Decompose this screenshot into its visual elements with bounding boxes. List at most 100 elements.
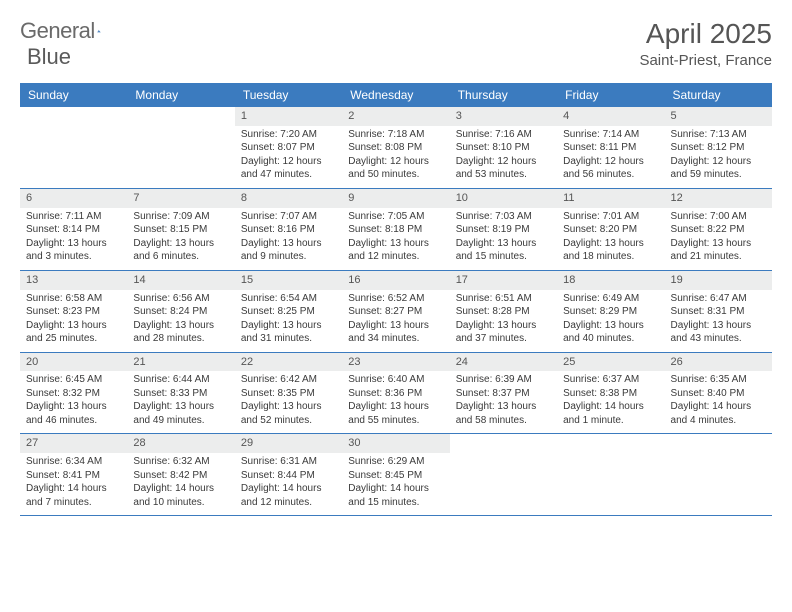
daylight-line: Daylight: 14 hours and 1 minute.	[563, 400, 658, 427]
sunset-line: Sunset: 8:16 PM	[241, 223, 336, 237]
day-number: 15	[235, 271, 342, 290]
sail-icon	[97, 22, 101, 40]
day-number: 10	[450, 189, 557, 208]
sunrise-line: Sunrise: 7:07 AM	[241, 210, 336, 224]
sunrise-line: Sunrise: 7:13 AM	[671, 128, 766, 142]
sunrise-line: Sunrise: 7:05 AM	[348, 210, 443, 224]
sunrise-line: Sunrise: 7:16 AM	[456, 128, 551, 142]
location-text: Saint-Priest, France	[639, 52, 772, 69]
day-number: 8	[235, 189, 342, 208]
calendar-day: 18Sunrise: 6:49 AMSunset: 8:29 PMDayligh…	[557, 271, 664, 352]
daylight-line: Daylight: 13 hours and 58 minutes.	[456, 400, 551, 427]
daylight-line: Daylight: 12 hours and 59 minutes.	[671, 155, 766, 182]
sunrise-line: Sunrise: 6:42 AM	[241, 373, 336, 387]
weekday-label: Friday	[557, 83, 664, 107]
weekday-label: Wednesday	[342, 83, 449, 107]
calendar: SundayMondayTuesdayWednesdayThursdayFrid…	[20, 83, 772, 516]
sunset-line: Sunset: 8:45 PM	[348, 469, 443, 483]
sunset-line: Sunset: 8:07 PM	[241, 141, 336, 155]
sunset-line: Sunset: 8:25 PM	[241, 305, 336, 319]
sunrise-line: Sunrise: 6:40 AM	[348, 373, 443, 387]
brand-logo: General	[20, 18, 121, 44]
daylight-line: Daylight: 14 hours and 15 minutes.	[348, 482, 443, 509]
weekday-label: Saturday	[665, 83, 772, 107]
daylight-line: Daylight: 12 hours and 50 minutes.	[348, 155, 443, 182]
calendar-day: 2Sunrise: 7:18 AMSunset: 8:08 PMDaylight…	[342, 107, 449, 188]
calendar-day: 21Sunrise: 6:44 AMSunset: 8:33 PMDayligh…	[127, 353, 234, 434]
calendar-day: 4Sunrise: 7:14 AMSunset: 8:11 PMDaylight…	[557, 107, 664, 188]
calendar-day: 11Sunrise: 7:01 AMSunset: 8:20 PMDayligh…	[557, 189, 664, 270]
day-number: 18	[557, 271, 664, 290]
sunrise-line: Sunrise: 6:58 AM	[26, 292, 121, 306]
sunset-line: Sunset: 8:41 PM	[26, 469, 121, 483]
calendar-day: 28Sunrise: 6:32 AMSunset: 8:42 PMDayligh…	[127, 434, 234, 515]
daylight-line: Daylight: 13 hours and 46 minutes.	[26, 400, 121, 427]
sunrise-line: Sunrise: 6:45 AM	[26, 373, 121, 387]
calendar-week: 6Sunrise: 7:11 AMSunset: 8:14 PMDaylight…	[20, 189, 772, 271]
sunset-line: Sunset: 8:27 PM	[348, 305, 443, 319]
brand-text: General	[20, 18, 95, 44]
calendar-day: 26Sunrise: 6:35 AMSunset: 8:40 PMDayligh…	[665, 353, 772, 434]
calendar-day: 15 Sunrise: 6:54 AMSunset: 8:25 PMDayligh…	[235, 271, 342, 352]
day-number: 1	[235, 107, 342, 126]
sunrise-line: Sunrise: 7:14 AM	[563, 128, 658, 142]
daylight-line: Daylight: 12 hours and 47 minutes.	[241, 155, 336, 182]
daylight-line: Daylight: 13 hours and 3 minutes.	[26, 237, 121, 264]
sunrise-line: Sunrise: 6:51 AM	[456, 292, 551, 306]
sunset-line: Sunset: 8:11 PM	[563, 141, 658, 155]
daylight-line: Daylight: 13 hours and 18 minutes.	[563, 237, 658, 264]
sunrise-line: Sunrise: 6:54 AM	[241, 292, 336, 306]
sunset-line: Sunset: 8:18 PM	[348, 223, 443, 237]
daylight-line: Daylight: 13 hours and 49 minutes.	[133, 400, 228, 427]
sunrise-line: Sunrise: 6:29 AM	[348, 455, 443, 469]
daylight-line: Daylight: 13 hours and 43 minutes.	[671, 319, 766, 346]
sunrise-line: Sunrise: 6:56 AM	[133, 292, 228, 306]
page-title: April 2025	[639, 18, 772, 50]
daylight-line: Daylight: 13 hours and 55 minutes.	[348, 400, 443, 427]
sunset-line: Sunset: 8:40 PM	[671, 387, 766, 401]
sunset-line: Sunset: 8:42 PM	[133, 469, 228, 483]
day-number: 5	[665, 107, 772, 126]
daylight-line: Daylight: 13 hours and 25 minutes.	[26, 319, 121, 346]
calendar-day: 25Sunrise: 6:37 AMSunset: 8:38 PMDayligh…	[557, 353, 664, 434]
sunrise-line: Sunrise: 6:31 AM	[241, 455, 336, 469]
daylight-line: Daylight: 13 hours and 34 minutes.	[348, 319, 443, 346]
day-number: 7	[127, 189, 234, 208]
sunrise-line: Sunrise: 6:35 AM	[671, 373, 766, 387]
day-number: 9	[342, 189, 449, 208]
calendar-empty	[20, 107, 127, 188]
calendar-empty	[557, 434, 664, 515]
weekday-label: Thursday	[450, 83, 557, 107]
calendar-day: 14Sunrise: 6:56 AMSunset: 8:24 PMDayligh…	[127, 271, 234, 352]
sunrise-line: Sunrise: 6:32 AM	[133, 455, 228, 469]
sunrise-line: Sunrise: 7:03 AM	[456, 210, 551, 224]
calendar-day: 9 Sunrise: 7:05 AMSunset: 8:18 PMDaylight…	[342, 189, 449, 270]
calendar-day: 6Sunrise: 7:11 AMSunset: 8:14 PMDaylight…	[20, 189, 127, 270]
sunrise-line: Sunrise: 6:52 AM	[348, 292, 443, 306]
daylight-line: Daylight: 14 hours and 4 minutes.	[671, 400, 766, 427]
calendar-day: 3Sunrise: 7:16 AMSunset: 8:10 PMDaylight…	[450, 107, 557, 188]
day-number: 14	[127, 271, 234, 290]
calendar-day: 12Sunrise: 7:00 AMSunset: 8:22 PMDayligh…	[665, 189, 772, 270]
sunset-line: Sunset: 8:28 PM	[456, 305, 551, 319]
weekday-label: Sunday	[20, 83, 127, 107]
sunset-line: Sunset: 8:29 PM	[563, 305, 658, 319]
sunrise-line: Sunrise: 7:01 AM	[563, 210, 658, 224]
sunset-line: Sunset: 8:36 PM	[348, 387, 443, 401]
sunrise-line: Sunrise: 7:18 AM	[348, 128, 443, 142]
daylight-line: Daylight: 14 hours and 10 minutes.	[133, 482, 228, 509]
daylight-line: Daylight: 13 hours and 12 minutes.	[348, 237, 443, 264]
calendar-week: 20Sunrise: 6:45 AMSunset: 8:32 PMDayligh…	[20, 353, 772, 435]
daylight-line: Daylight: 12 hours and 56 minutes.	[563, 155, 658, 182]
calendar-day: 10Sunrise: 7:03 AMSunset: 8:19 PMDayligh…	[450, 189, 557, 270]
calendar-day: 22Sunrise: 6:42 AMSunset: 8:35 PMDayligh…	[235, 353, 342, 434]
sunrise-line: Sunrise: 6:44 AM	[133, 373, 228, 387]
sunrise-line: Sunrise: 6:47 AM	[671, 292, 766, 306]
calendar-day: 16Sunrise: 6:52 AMSunset: 8:27 PMDayligh…	[342, 271, 449, 352]
brand-part1: General	[20, 18, 95, 43]
sunset-line: Sunset: 8:20 PM	[563, 223, 658, 237]
daylight-line: Daylight: 13 hours and 37 minutes.	[456, 319, 551, 346]
daylight-line: Daylight: 13 hours and 52 minutes.	[241, 400, 336, 427]
daylight-line: Daylight: 13 hours and 31 minutes.	[241, 319, 336, 346]
brand-part2: Blue	[27, 44, 71, 70]
